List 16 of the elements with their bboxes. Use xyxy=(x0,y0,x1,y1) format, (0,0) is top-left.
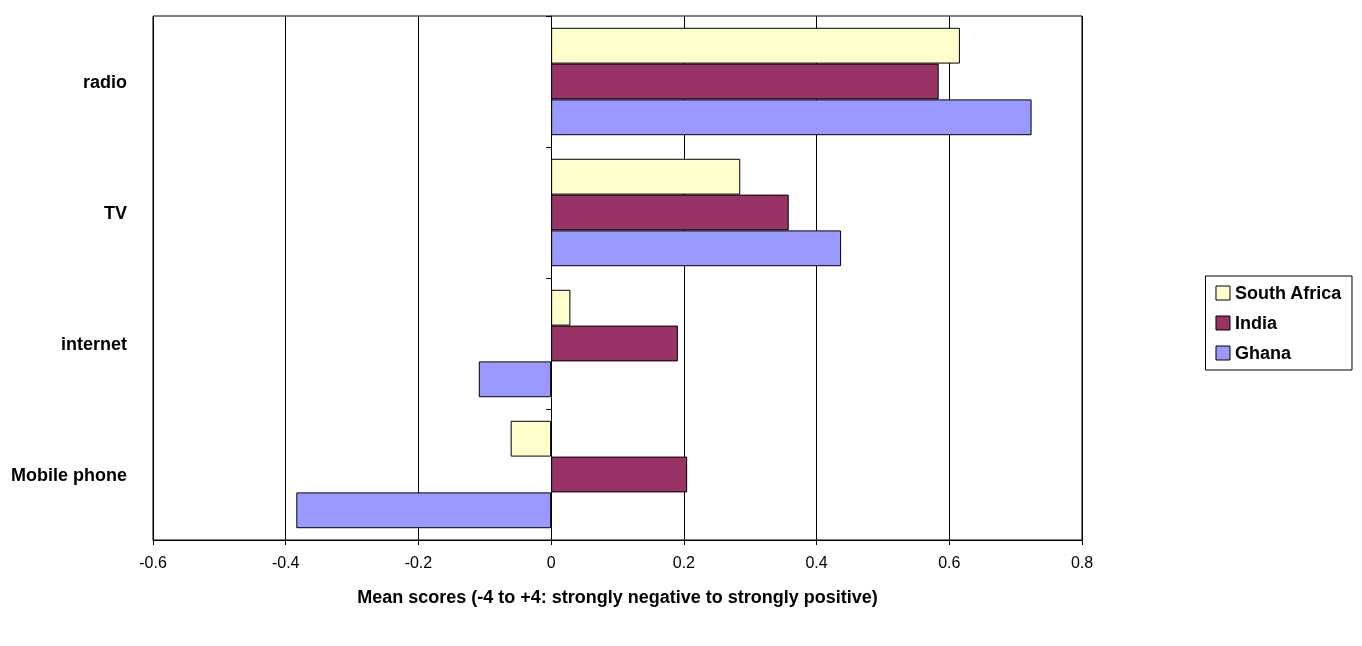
x-tick-label: -0.6 xyxy=(139,553,167,571)
x-tick-label: 0.4 xyxy=(805,553,828,571)
x-tick-label: 0.6 xyxy=(938,553,961,571)
y-tick-label: radio xyxy=(82,71,127,92)
y-tick-label: Mobile phone xyxy=(10,464,127,485)
y-tick-label: internet xyxy=(60,333,127,354)
legend-label: India xyxy=(1234,313,1278,333)
legend-label: South Africa xyxy=(1234,283,1343,303)
x-tick-label: 0.8 xyxy=(1070,553,1094,571)
legend-label: Ghana xyxy=(1234,343,1292,363)
x-tick-label: -0.4 xyxy=(271,553,300,571)
y-tick-label: TV xyxy=(103,202,127,223)
x-tick-label: 0.2 xyxy=(672,553,696,571)
x-tick-label: 0 xyxy=(546,553,556,571)
x-axis-title: Mean scores (-4 to +4: strongly negative to strongly positive) xyxy=(357,587,878,607)
x-tick-label: -0.2 xyxy=(404,553,433,571)
